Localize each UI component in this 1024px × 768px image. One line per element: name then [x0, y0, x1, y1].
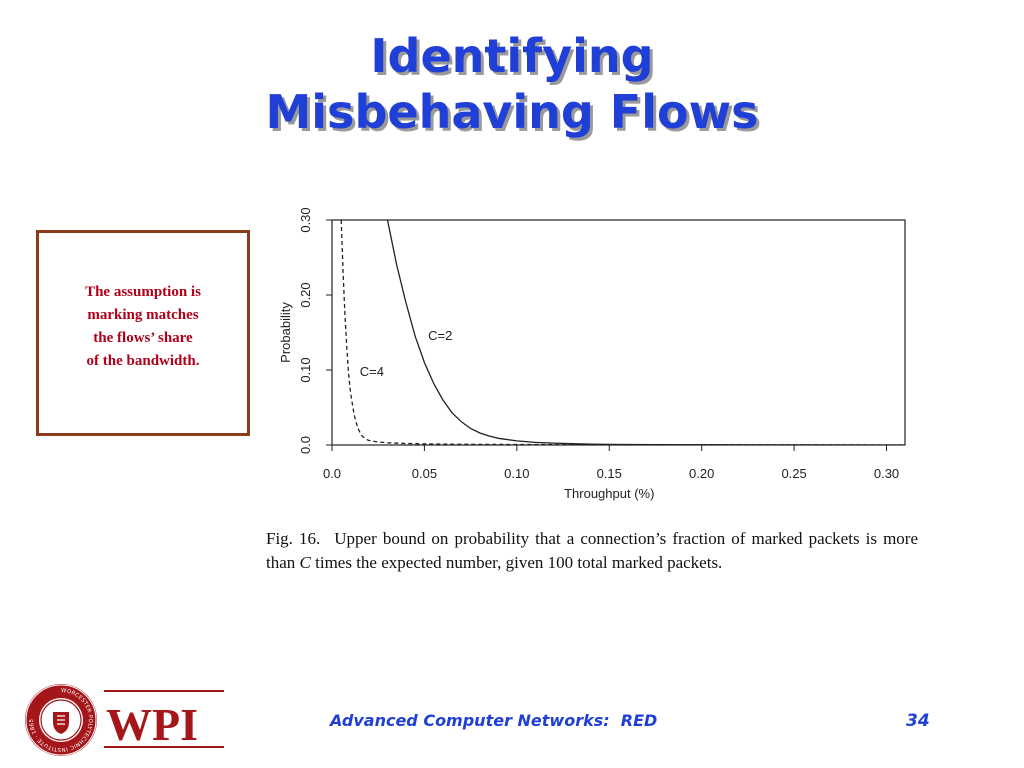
slide-title-line: Identifying: [370, 29, 654, 83]
caption-text-before: Upper bound on probability that a connec…: [266, 529, 918, 572]
probability-chart: 0.0 0.05 0.10 0.15 0.20 0.25 0.30 0.0 0.10 0.20 0.…: [278, 207, 906, 501]
y-tick-label: 0.20: [298, 282, 313, 307]
y-tick-label: 0.30: [298, 207, 313, 232]
wpi-wordmark: WPI: [106, 699, 198, 750]
x-tick-label: 0.20: [689, 466, 714, 481]
wpi-seal-icon: WORCESTER POLYTECHNIC INSTITUTE · 1865: [25, 684, 97, 756]
plot-frame: [331, 219, 906, 446]
x-tick-label: 0.25: [781, 466, 806, 481]
page-number: 34: [906, 711, 930, 731]
x-tick-label: 0.10: [504, 466, 529, 481]
curve-annotation: C=4: [360, 364, 384, 379]
y-tick-label: 0.0: [298, 436, 313, 454]
series-line-c-4: [340, 220, 905, 445]
figure-caption: Fig. 16. Upper bound on probability that …: [266, 527, 918, 575]
figure-number: Fig. 16.: [266, 529, 321, 548]
x-tick-label: 0.0: [323, 466, 341, 481]
caption-text-after: times the expected number, given 100 tot…: [310, 553, 723, 572]
x-axis-label: Throughput (%): [564, 486, 654, 501]
y-tick-label: 0.10: [298, 357, 313, 382]
course-title: Advanced Computer Networks: RED: [330, 711, 658, 730]
curve-annotation: C=2: [428, 328, 452, 343]
note-line: The assumption is: [85, 284, 201, 300]
assumption-note-text: The assumption is marking matches the fl…: [85, 281, 201, 373]
assumption-note-box: The assumption is marking matches the fl…: [36, 230, 250, 436]
slide-title: Identifying Misbehaving Flows: [0, 28, 1024, 140]
caption-c-symbol: C: [299, 553, 311, 572]
note-line: the flows’ share: [93, 330, 193, 346]
y-axis-label: Probability: [278, 302, 293, 363]
slide-title-line: Misbehaving Flows: [265, 85, 759, 139]
x-tick-label: 0.15: [597, 466, 622, 481]
note-line: marking matches: [87, 307, 199, 323]
wpi-logo: WORCESTER POLYTECHNIC INSTITUTE · 1865 W…: [25, 684, 224, 756]
series-line-c-2: [386, 220, 905, 445]
x-tick-label: 0.30: [874, 466, 899, 481]
x-tick-label: 0.05: [412, 466, 437, 481]
note-line: of the bandwidth.: [86, 353, 200, 369]
